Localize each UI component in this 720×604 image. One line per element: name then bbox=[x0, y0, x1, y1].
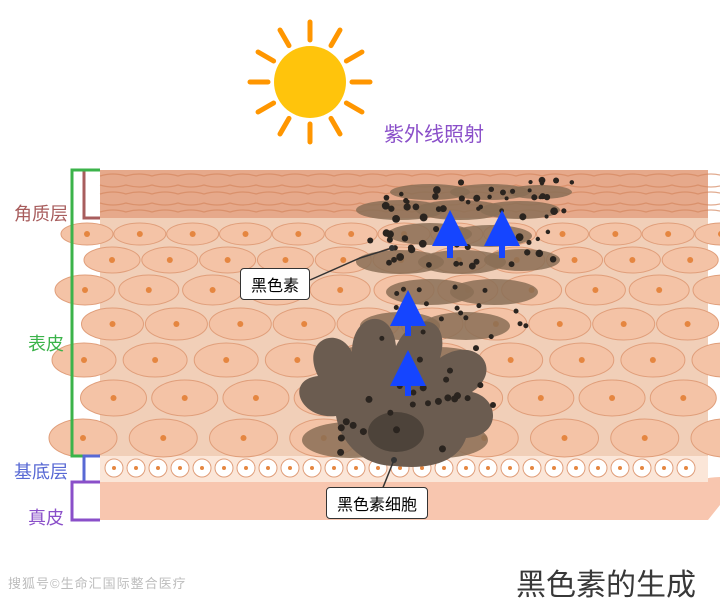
layer-label-epidermis: 表皮 bbox=[28, 330, 64, 356]
layer-label-dermis: 真皮 bbox=[28, 504, 64, 530]
watermark: 搜狐号©生命汇国际整合医疗 bbox=[8, 573, 187, 592]
layer-label-basal: 基底层 bbox=[14, 458, 68, 484]
callout-melanocyte: 黑色素细胞 bbox=[326, 487, 428, 519]
callout-melanin: 黑色素 bbox=[240, 268, 310, 300]
layer-label-stratum: 角质层 bbox=[14, 200, 68, 226]
diagram-title: 黑色素的生成 bbox=[516, 560, 696, 604]
uv-label: 紫外线照射 bbox=[384, 118, 484, 147]
